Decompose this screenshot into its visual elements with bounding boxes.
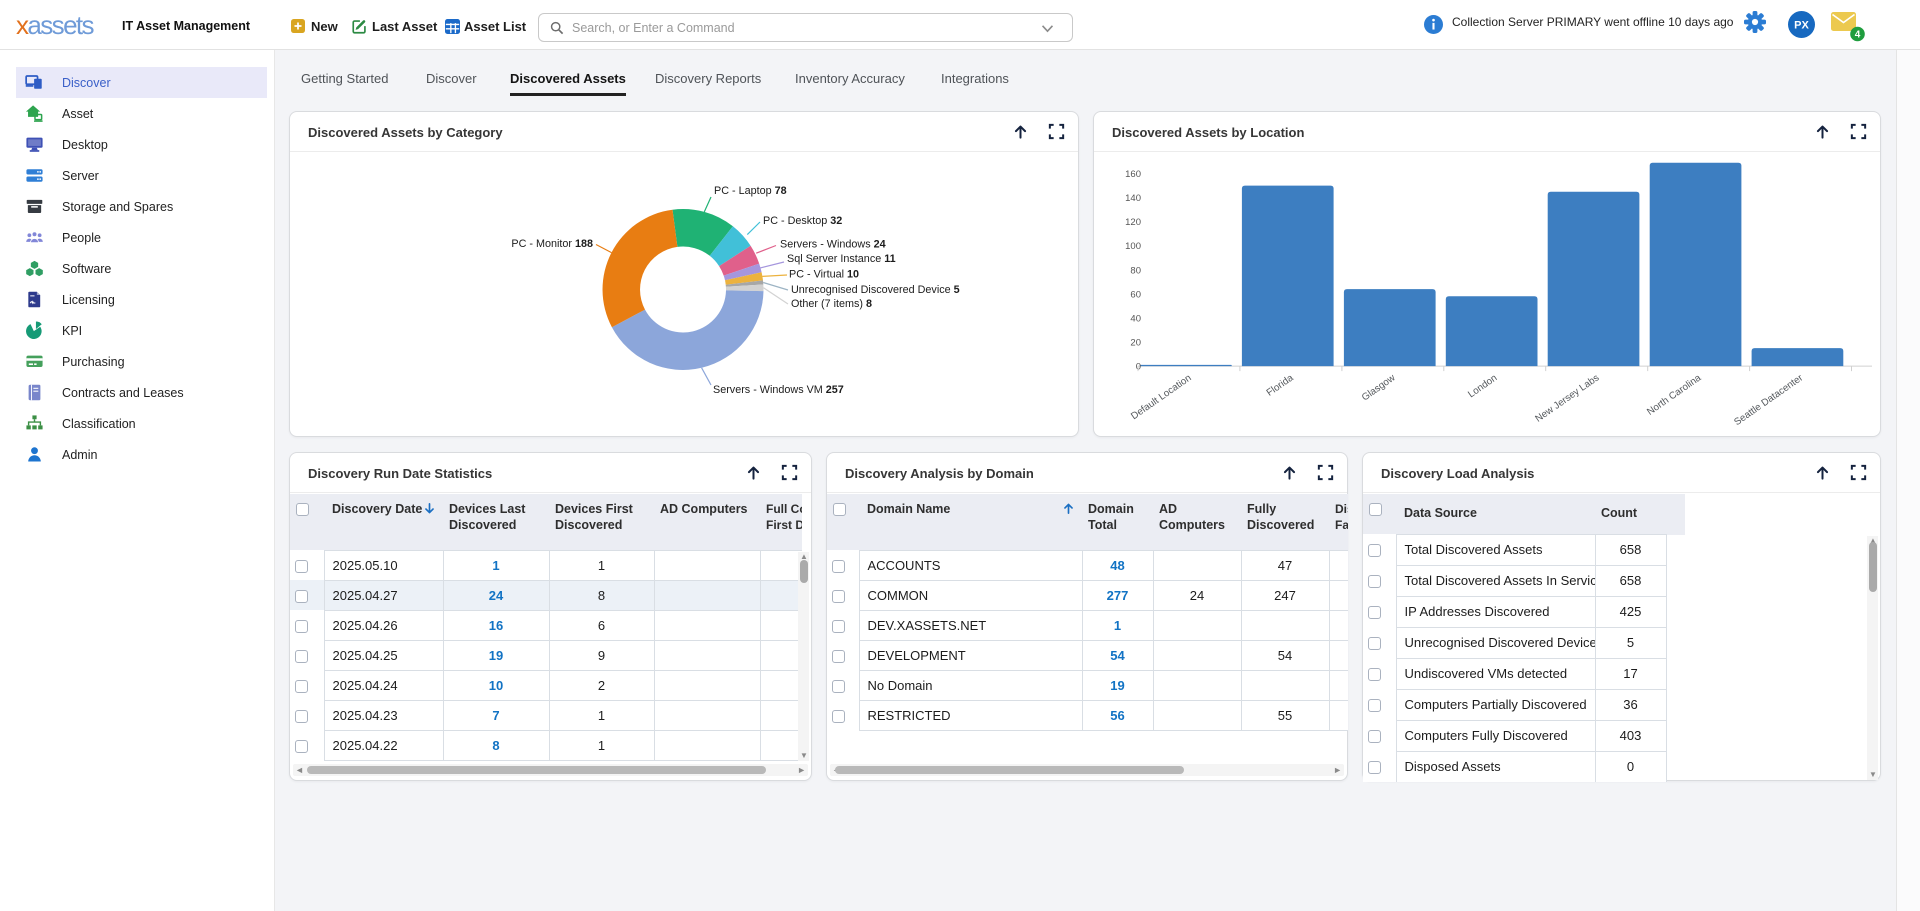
- svg-text:Glasgow: Glasgow: [1360, 372, 1398, 403]
- svg-text:PC - Laptop 78: PC - Laptop 78: [714, 185, 787, 197]
- svg-text:4: 4: [1855, 30, 1861, 41]
- svg-text:Default Location: Default Location: [1129, 373, 1193, 423]
- svg-text:40: 40: [1130, 313, 1141, 324]
- svg-text:Other (7 items) 8: Other (7 items) 8: [791, 298, 872, 310]
- svg-text:Seattle Datacenter: Seattle Datacenter: [1732, 372, 1805, 428]
- svg-text:North Carolina: North Carolina: [1645, 372, 1704, 418]
- svg-text:Servers - Windows VM 257: Servers - Windows VM 257: [713, 384, 844, 396]
- svg-text:Servers - Windows 24: Servers - Windows 24: [780, 238, 886, 250]
- svg-text:Sql Server Instance 11: Sql Server Instance 11: [787, 253, 896, 265]
- svg-text:PC - Desktop 32: PC - Desktop 32: [763, 215, 842, 227]
- svg-text:120: 120: [1125, 217, 1141, 228]
- svg-text:160: 160: [1125, 169, 1141, 180]
- svg-text:PX: PX: [1794, 20, 1809, 32]
- svg-text:PC - Monitor 188: PC - Monitor 188: [511, 238, 593, 250]
- svg-text:Florida: Florida: [1265, 372, 1296, 399]
- svg-text:London: London: [1466, 373, 1499, 401]
- svg-text:80: 80: [1130, 265, 1141, 276]
- svg-text:100: 100: [1125, 241, 1141, 252]
- svg-text:140: 140: [1125, 193, 1141, 204]
- svg-text:New Jersey Labs: New Jersey Labs: [1533, 372, 1601, 424]
- svg-text:60: 60: [1130, 289, 1141, 300]
- svg-text:Unrecognised Discovered Device: Unrecognised Discovered Device 5: [791, 284, 960, 296]
- svg-text:20: 20: [1130, 337, 1141, 348]
- svg-text:PC - Virtual 10: PC - Virtual 10: [789, 269, 859, 281]
